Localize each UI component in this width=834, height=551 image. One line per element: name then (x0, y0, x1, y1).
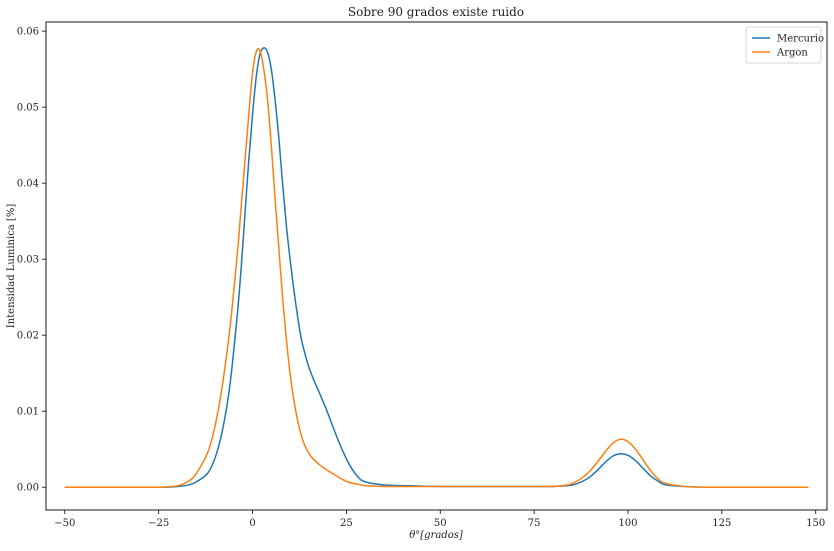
legend: Mercurio Argon (745, 26, 824, 64)
y-tick-label: 0.01 (17, 407, 39, 418)
x-tick-label: 50 (434, 518, 447, 529)
y-axis-title: Intensidad Luminica [%] (6, 204, 17, 329)
y-tick-label: 0.02 (17, 331, 39, 342)
series-line-argon (64, 48, 809, 489)
x-tick-label: 25 (340, 518, 353, 529)
x-tick-label: 0 (249, 518, 255, 529)
legend-label-argon: Argon (776, 48, 808, 59)
series-group (64, 47, 809, 489)
plot-area (45, 21, 828, 511)
plot-frame (45, 21, 828, 511)
x-tick-label: 150 (806, 518, 825, 529)
y-tick-label: 0.03 (17, 255, 39, 266)
y-tick-label: 0.00 (17, 483, 39, 494)
x-axis-title: θ°[grados] (409, 530, 463, 541)
x-tick-label: 75 (528, 518, 541, 529)
x-tick-label: 125 (712, 518, 731, 529)
x-tick-label: −50 (54, 518, 75, 529)
legend-label-mercurio: Mercurio (777, 34, 824, 45)
chart-title: Sobre 90 grados existe ruido (348, 5, 524, 19)
y-tick-label: 0.04 (17, 179, 39, 190)
x-tick-label: −25 (148, 518, 169, 529)
y-tick-label: 0.05 (17, 103, 39, 114)
series-line-mercurio (64, 47, 809, 489)
legend-box (745, 26, 822, 64)
y-tick-label: 0.06 (17, 27, 39, 38)
x-tick-label: 100 (618, 518, 637, 529)
axes-group: −50 −25 0 25 50 75 100 125 150 0.00 0.01 0.02 0.03 0.… (17, 27, 826, 529)
